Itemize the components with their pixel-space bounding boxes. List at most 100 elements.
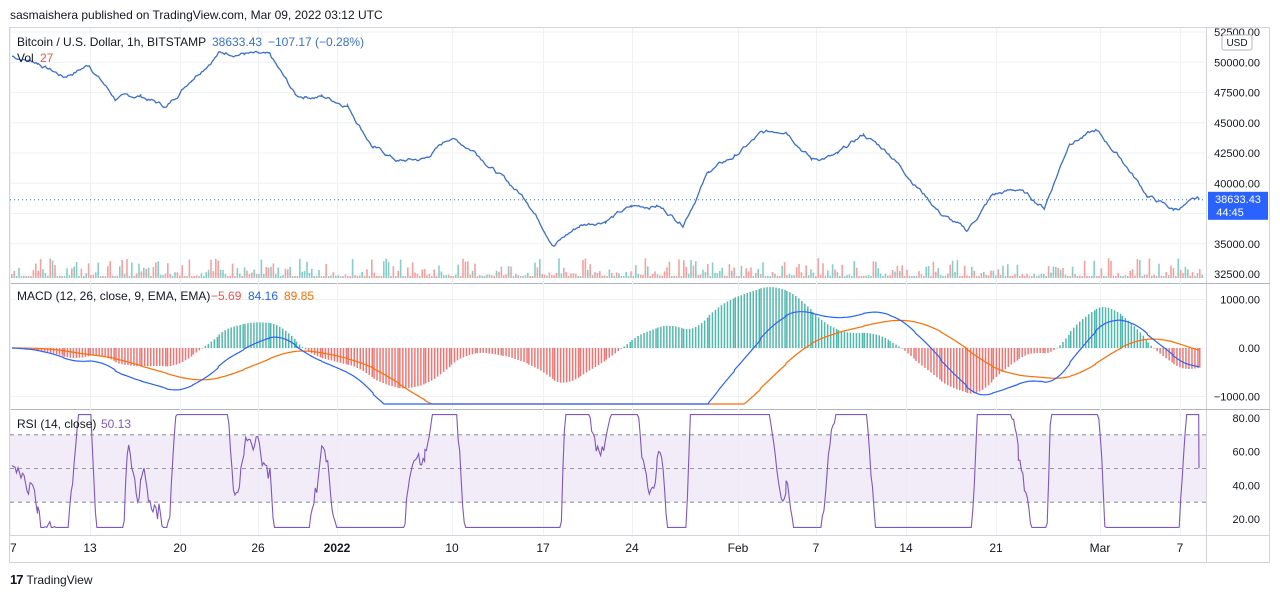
volume-bar <box>697 274 699 278</box>
macd-histogram-bar <box>737 296 739 348</box>
volume-bar <box>90 275 92 278</box>
volume-bar <box>659 275 661 278</box>
volume-bar <box>829 275 831 278</box>
macd-histogram-bar <box>775 287 777 348</box>
volume-bar <box>884 273 887 278</box>
volume-bar <box>587 269 589 278</box>
volume-bar <box>1196 273 1199 278</box>
macd-histogram-bar <box>829 325 832 348</box>
macd-histogram-bar <box>115 348 117 363</box>
macd-histogram-bar <box>663 326 665 348</box>
volume-bar <box>1141 276 1143 278</box>
macd-histogram-bar <box>953 348 955 389</box>
macd-histogram-bar <box>913 348 915 359</box>
macd-histogram-bar <box>792 293 794 348</box>
tradingview-logo[interactable]: 17 TradingView <box>10 572 93 587</box>
volume-bar <box>491 275 493 278</box>
macd-histogram-bar <box>89 348 91 356</box>
macd-histogram-bar <box>1176 348 1178 366</box>
volume-bar <box>1122 276 1124 278</box>
volume-bar <box>447 274 450 278</box>
macd-histogram-bar <box>823 322 826 348</box>
macd-histogram-bar <box>858 333 861 348</box>
volume-bar <box>155 262 157 278</box>
macd-histogram-bar <box>474 348 477 354</box>
volume-bar <box>906 269 908 278</box>
macd-histogram-bar <box>523 348 525 362</box>
volume-bar <box>114 276 116 278</box>
volume-bar <box>1083 260 1086 278</box>
macd-histogram-bar <box>391 348 393 387</box>
volume-bar <box>858 276 860 278</box>
volume-bar <box>59 275 61 278</box>
macd-histogram-bar <box>336 348 339 363</box>
volume-bar <box>1021 274 1023 278</box>
volume-bar <box>1079 275 1081 278</box>
macd-histogram-bar <box>1171 348 1173 363</box>
volume-bar <box>505 274 507 278</box>
volume-bar <box>611 273 613 278</box>
macd-histogram-bar <box>445 348 448 370</box>
volume-bar <box>443 275 445 278</box>
macd-histogram-bar <box>608 348 610 358</box>
volume-bar <box>1038 275 1040 278</box>
volume-bar <box>1071 266 1074 278</box>
volume-bar <box>798 264 800 278</box>
volume-bar <box>1167 275 1170 278</box>
volume-bar <box>983 271 985 278</box>
volume-bar <box>1069 276 1071 278</box>
volume-bar <box>553 275 555 278</box>
macd-histogram-bar <box>247 323 249 348</box>
macd-histogram-bar <box>657 327 659 348</box>
macd-histogram-bar <box>711 312 714 348</box>
price-legend-change: −107.17 (−0.28%) <box>268 35 364 49</box>
macd-histogram-bar <box>1068 334 1070 348</box>
volume-bar <box>1100 268 1103 278</box>
volume-bar <box>356 275 359 278</box>
volume-bar <box>812 272 815 278</box>
volume-bar <box>272 263 275 278</box>
volume-bar <box>625 271 627 278</box>
macd-histogram-bar <box>1004 348 1007 370</box>
macd-histogram-bar <box>810 309 812 348</box>
volume-bar <box>462 258 464 278</box>
volume-bar <box>997 269 999 278</box>
macd-histogram-bar <box>256 322 258 348</box>
macd-histogram-bar <box>417 348 419 387</box>
macd-histogram-bar <box>69 348 72 358</box>
macd-histogram-bar <box>181 348 184 362</box>
volume-bar <box>109 261 111 278</box>
volume-bar <box>853 261 855 278</box>
macd-histogram-bar <box>399 348 401 389</box>
macd-histogram-bar <box>1145 339 1148 348</box>
price-pane <box>10 50 1206 278</box>
volume-bar <box>1110 260 1112 278</box>
volume-bar <box>1153 274 1155 278</box>
volume-bar <box>224 274 227 278</box>
volume-bar <box>308 272 311 278</box>
volume-bar <box>1019 275 1021 278</box>
macd-histogram-bar <box>439 348 442 375</box>
volume-bar <box>320 276 323 278</box>
macd-histogram-bar <box>1021 348 1023 358</box>
currency-badge[interactable] <box>1221 34 1253 51</box>
macd-histogram-bar <box>43 348 46 352</box>
volume-bar <box>656 274 659 278</box>
currency-badge-label: USD <box>1226 38 1247 49</box>
time-tick-label: 26 <box>251 541 265 555</box>
macd-histogram-bar <box>1079 321 1081 348</box>
volume-bar <box>1062 268 1064 278</box>
volume-bar <box>654 271 656 278</box>
volume-bar <box>947 273 949 278</box>
volume-bar <box>920 274 923 278</box>
volume-bar <box>1127 276 1129 278</box>
volume-bar <box>839 276 841 278</box>
volume-bar <box>366 269 368 278</box>
macd-histogram-bar <box>49 348 52 353</box>
macd-histogram-bar <box>497 348 499 355</box>
volume-bar <box>414 272 416 278</box>
volume-bar <box>495 270 498 278</box>
volume-bar <box>560 273 563 278</box>
macd-histogram-bar <box>915 348 917 361</box>
